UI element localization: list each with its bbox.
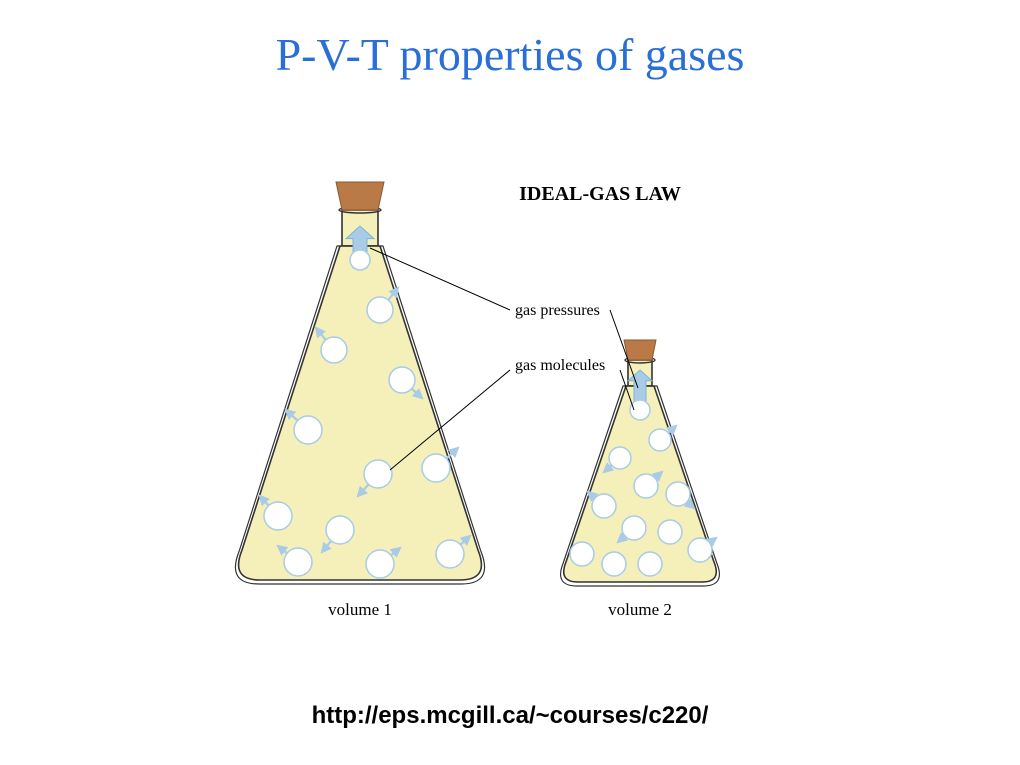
source-url: http://eps.mcgill.ca/~courses/c220/ [0,702,1020,730]
svg-text:gas pressures: gas pressures [515,302,600,319]
ideal-gas-diagram: IDEAL-GAS LAW volume 1 volume 2 gas pressur… [230,170,790,650]
svg-text:IDEAL-GAS LAW: IDEAL-GAS LAW [519,183,681,205]
svg-text:gas molecules: gas molecules [515,357,605,374]
svg-text:volume 1: volume 1 [328,600,392,619]
slide-title: P-V-T properties of gases [0,28,1020,81]
svg-text:volume 2: volume 2 [608,600,672,619]
slide: P-V-T properties of gases IDEAL-GAS LAW v… [0,0,1020,765]
